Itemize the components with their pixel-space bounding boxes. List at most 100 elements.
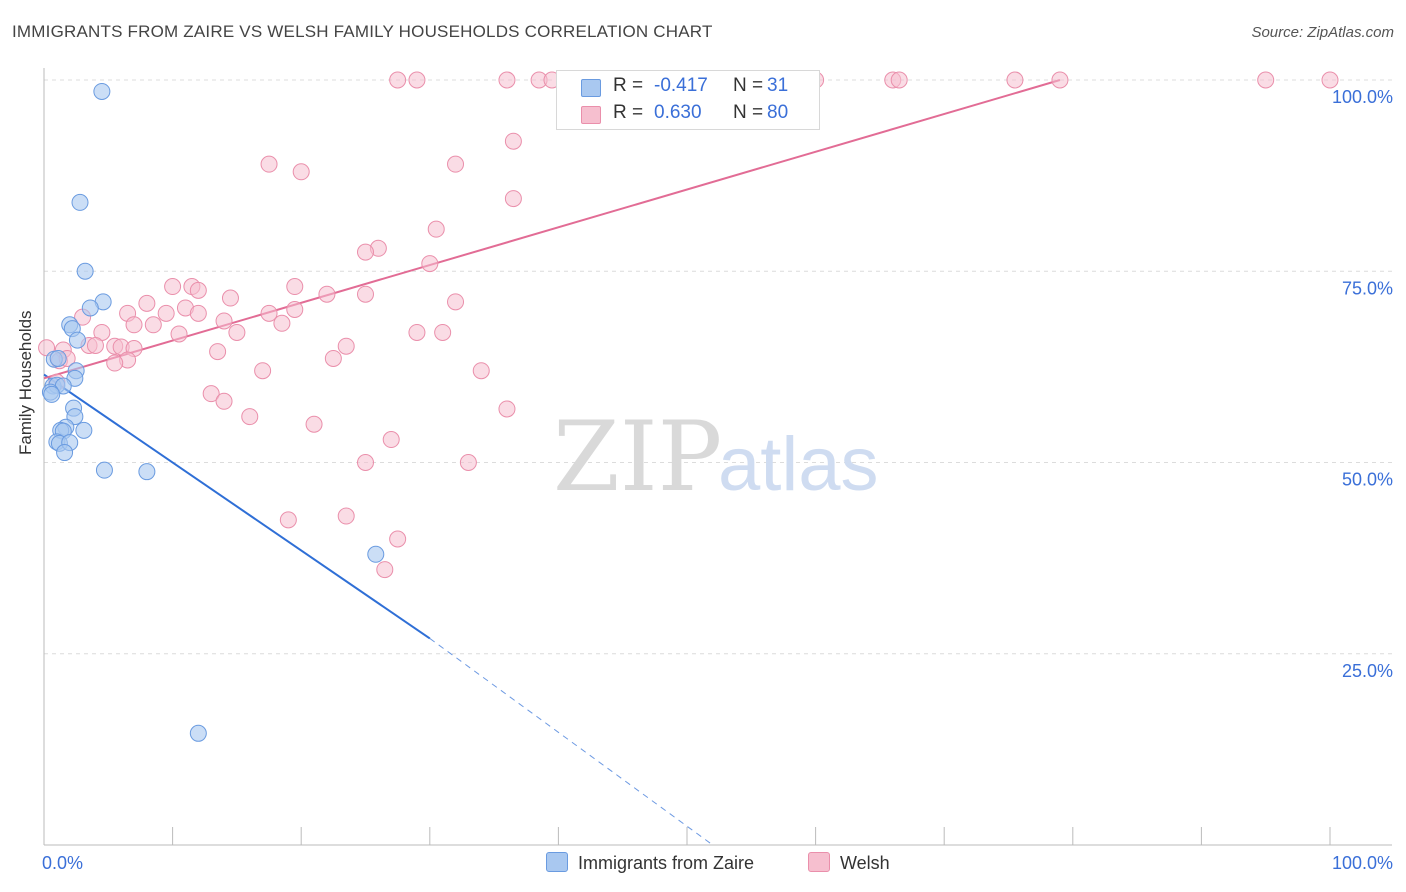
gridlines xyxy=(44,79,1392,655)
welsh-point xyxy=(260,304,278,322)
zaire-point xyxy=(68,331,86,349)
zaire-point xyxy=(49,349,67,367)
welsh-point xyxy=(459,454,477,471)
zaire-point xyxy=(43,385,61,403)
welsh-swatch xyxy=(581,106,601,124)
r-value: 0.630 xyxy=(654,102,702,123)
welsh-point xyxy=(189,281,207,299)
zaire-point xyxy=(76,262,94,280)
zaire-swatch xyxy=(581,79,601,97)
source-credit: Source: ZipAtlas.com xyxy=(1251,24,1394,41)
welsh-point xyxy=(273,314,291,332)
welsh-point xyxy=(292,163,310,181)
x-tick-label: 0.0% xyxy=(42,853,83,873)
watermark-zip: ZIP xyxy=(553,401,722,513)
welsh-point xyxy=(157,304,175,322)
legend-label: Immigrants from Zaire xyxy=(578,853,755,873)
welsh-point xyxy=(215,392,233,410)
welsh-point xyxy=(357,285,374,303)
y-axis-label: Family Households xyxy=(16,310,35,455)
welsh-point xyxy=(434,323,452,341)
zaire-point xyxy=(75,421,93,439)
welsh-point xyxy=(260,155,278,173)
welsh-point xyxy=(215,312,233,330)
welsh-point xyxy=(221,289,239,307)
legend-swatch-welsh xyxy=(808,852,830,872)
zaire-point xyxy=(95,461,113,479)
welsh-point xyxy=(504,190,522,208)
zaire-point xyxy=(81,299,99,317)
axes xyxy=(43,68,1392,846)
x-tick-label: 100.0% xyxy=(1332,853,1393,873)
legend-label: Welsh xyxy=(840,853,890,873)
welsh-point xyxy=(1321,71,1339,89)
y-tick-label: 100.0% xyxy=(1332,87,1393,107)
legend-item-zaire[interactable]: Immigrants from Zaire xyxy=(546,852,754,874)
n-value: 80 xyxy=(767,102,789,123)
welsh-point xyxy=(1257,71,1275,89)
welsh-point xyxy=(164,278,182,296)
welsh-point xyxy=(189,304,207,322)
welsh-point xyxy=(498,71,516,89)
welsh-point xyxy=(382,431,400,449)
welsh-point xyxy=(447,293,465,311)
welsh-point xyxy=(357,454,374,471)
welsh-point xyxy=(202,385,220,403)
welsh-point xyxy=(86,336,104,354)
welsh-point xyxy=(337,507,355,525)
welsh-point xyxy=(389,71,407,89)
zaire-trend-extension xyxy=(429,638,714,846)
chart-title: IMMIGRANTS FROM ZAIRE VS WELSH FAMILY HO… xyxy=(12,22,713,41)
y-tick-label: 25.0% xyxy=(1342,661,1393,681)
zaire-point xyxy=(367,545,385,563)
r-label: R = xyxy=(613,75,644,96)
welsh-point xyxy=(286,301,304,318)
welsh-point xyxy=(254,362,272,380)
welsh-point xyxy=(357,243,374,261)
welsh-point xyxy=(376,561,394,579)
welsh-point xyxy=(324,349,342,367)
welsh-point xyxy=(1006,71,1024,89)
welsh-point xyxy=(305,415,323,433)
welsh-point xyxy=(279,511,297,529)
zaire-point xyxy=(138,463,156,481)
welsh-point xyxy=(138,294,156,312)
watermark-atlas: atlas xyxy=(718,422,879,507)
zaire-point xyxy=(189,724,207,742)
stats-box: R = -0.417 N = 31 R = 0.630 N = 80 xyxy=(556,70,820,130)
welsh-point xyxy=(144,316,162,334)
welsh-point xyxy=(427,220,445,238)
zaire-point xyxy=(56,444,74,462)
r-value: -0.417 xyxy=(654,75,708,96)
welsh-point xyxy=(286,278,304,296)
welsh-point xyxy=(241,408,259,426)
trend-lines xyxy=(43,79,1061,846)
legend-swatch-zaire xyxy=(546,852,568,872)
welsh-point xyxy=(408,71,426,89)
welsh-point xyxy=(125,316,143,334)
welsh-point xyxy=(228,323,246,341)
welsh-point xyxy=(498,400,516,418)
legend-item-welsh[interactable]: Welsh xyxy=(808,852,890,874)
y-tick-label: 50.0% xyxy=(1342,470,1393,490)
welsh-point xyxy=(447,155,465,173)
welsh-trend-line xyxy=(43,79,1061,380)
welsh-point xyxy=(421,255,439,273)
welsh-point xyxy=(472,362,490,380)
welsh-point xyxy=(1051,71,1069,89)
welsh-point xyxy=(209,343,227,361)
n-label: N = xyxy=(733,75,764,96)
zaire-point xyxy=(71,193,89,211)
welsh-point xyxy=(318,285,336,303)
r-label: R = xyxy=(613,102,644,123)
welsh-point xyxy=(170,325,188,343)
welsh-point xyxy=(106,354,124,372)
welsh-point xyxy=(389,530,407,548)
zaire-points xyxy=(41,82,385,742)
welsh-point xyxy=(890,71,908,89)
n-value: 31 xyxy=(767,75,789,96)
zaire-point xyxy=(93,82,111,100)
y-tick-label: 75.0% xyxy=(1342,278,1393,298)
